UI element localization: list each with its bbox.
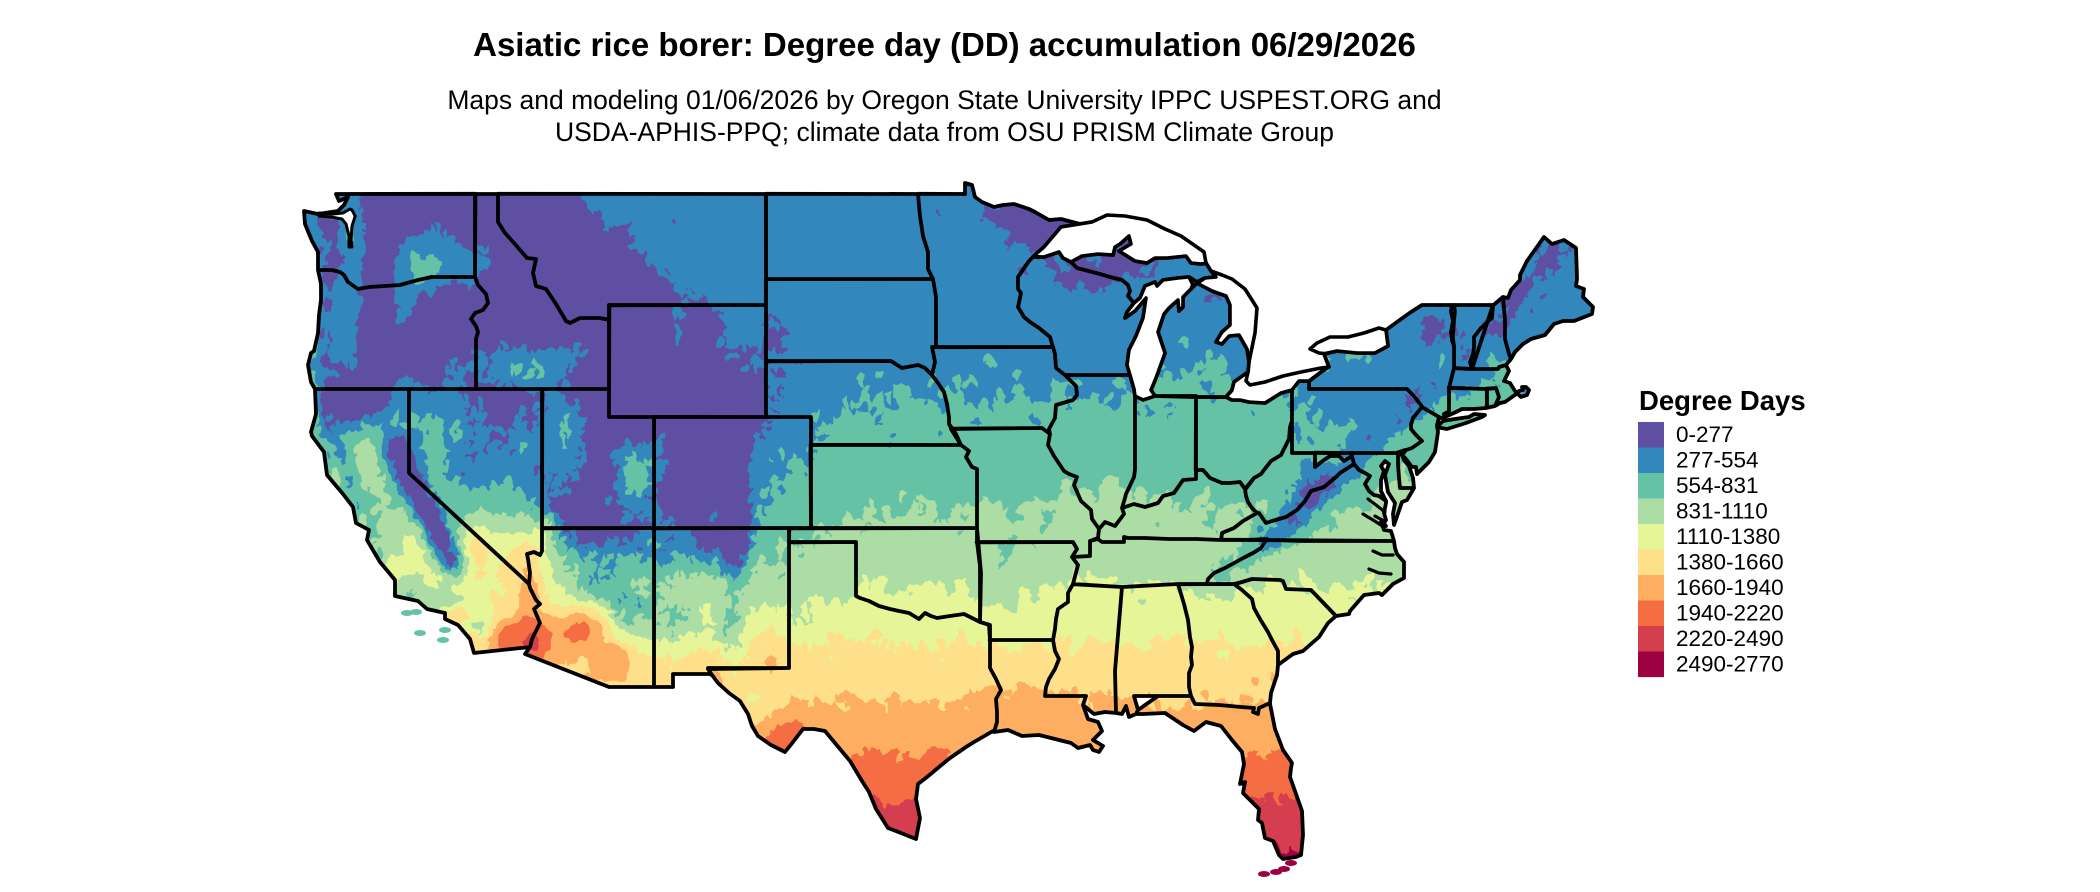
svg-text:Degree Days: Degree Days [1639, 385, 1806, 416]
svg-text:2220-2490: 2220-2490 [1676, 626, 1784, 651]
svg-text:1660-1940: 1660-1940 [1676, 575, 1784, 600]
svg-text:2490-2770: 2490-2770 [1676, 652, 1784, 677]
svg-text:0-277: 0-277 [1676, 422, 1734, 447]
svg-text:277-554: 277-554 [1676, 448, 1759, 473]
svg-text:1940-2220: 1940-2220 [1676, 601, 1784, 626]
svg-text:1380-1660: 1380-1660 [1676, 550, 1784, 575]
svg-text:831-1110: 831-1110 [1676, 499, 1768, 524]
svg-text:1110-1380: 1110-1380 [1676, 524, 1780, 549]
svg-text:554-831: 554-831 [1676, 473, 1759, 498]
